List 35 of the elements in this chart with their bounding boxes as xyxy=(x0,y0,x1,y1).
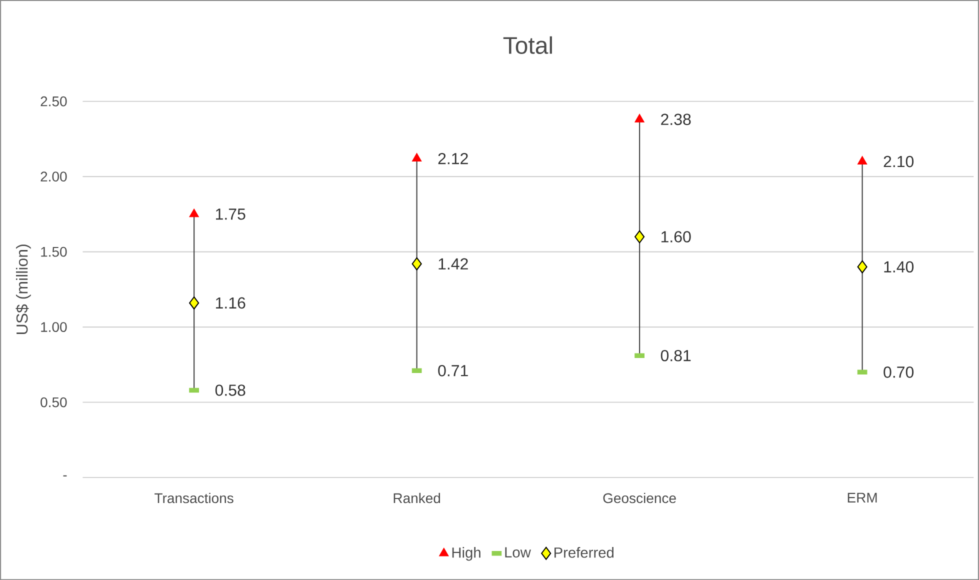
data-label: 1.75 xyxy=(216,208,246,220)
point xyxy=(857,156,868,164)
point xyxy=(189,208,199,218)
data-label: 1.40 xyxy=(884,261,914,272)
point xyxy=(189,296,200,310)
point xyxy=(634,114,644,122)
data-label: 1.16 xyxy=(216,297,246,309)
data-label: 1.42 xyxy=(438,258,468,270)
data-label: 0.81 xyxy=(660,350,691,362)
y-tick-label: 2.50 xyxy=(40,96,67,106)
y-tick-label: 1.50 xyxy=(41,246,67,257)
data-label: 2.38 xyxy=(661,114,691,125)
data-label: 0.58 xyxy=(215,384,246,396)
chart-title: Total xyxy=(503,36,552,54)
legend-label: Low xyxy=(505,547,531,558)
point xyxy=(857,260,868,274)
x-tick-label: ERM xyxy=(848,492,877,502)
y-tick-label: 1.00 xyxy=(41,322,67,332)
data-label: 0.71 xyxy=(438,364,468,376)
y-axis-title: US$ (million) xyxy=(16,244,31,334)
legend-label: High xyxy=(452,546,480,561)
x-tick-label: Geoscience xyxy=(603,492,676,504)
point xyxy=(634,230,645,244)
data-label: 2.10 xyxy=(884,156,914,168)
legend-label: Preferred xyxy=(554,546,614,558)
y-tick-label: 2.00 xyxy=(40,172,67,182)
y-tick-label: - xyxy=(63,475,67,476)
point xyxy=(412,257,422,270)
point xyxy=(412,152,422,162)
y-tick-label: 0.50 xyxy=(40,397,67,408)
x-tick-label: Ranked xyxy=(394,492,440,504)
data-label: 2.12 xyxy=(438,152,468,164)
x-tick-label: Transactions xyxy=(154,492,234,504)
data-label: 0.70 xyxy=(884,366,914,378)
data-label: 1.60 xyxy=(661,231,691,242)
